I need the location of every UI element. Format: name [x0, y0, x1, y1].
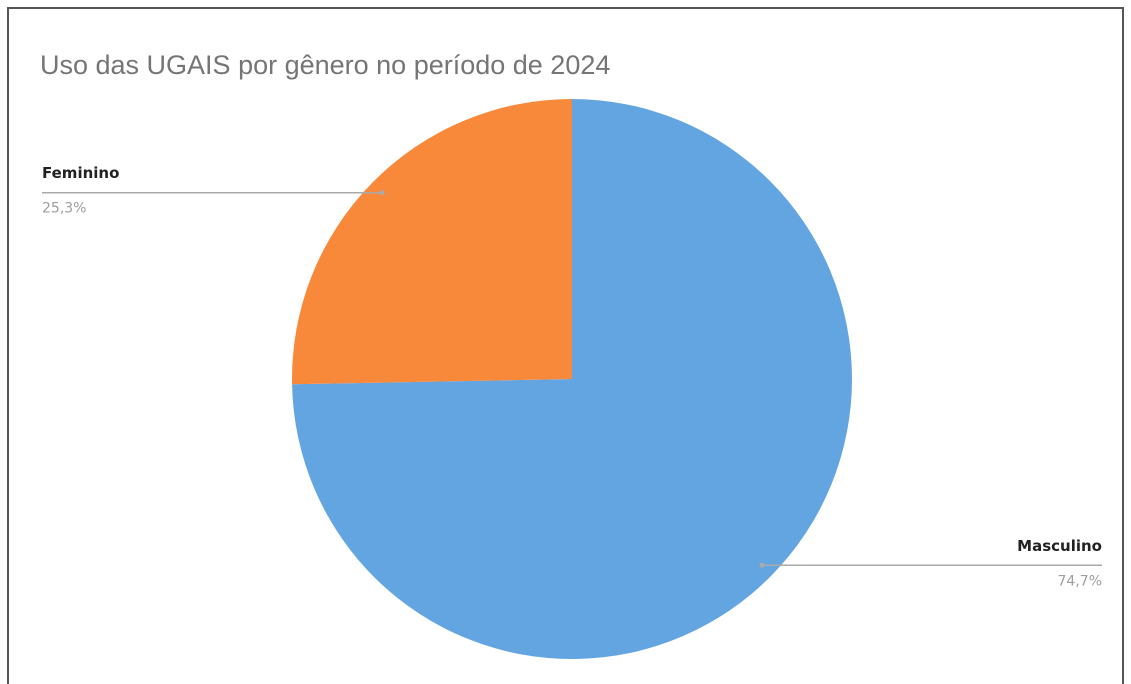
leader-dot	[759, 562, 765, 568]
slice-label: Feminino	[42, 164, 119, 182]
slice-label: Masculino	[1017, 537, 1102, 555]
pie-slice	[292, 99, 572, 385]
pie-slice	[292, 99, 852, 659]
chart-title: Uso das UGAIS por gênero no período de 2…	[40, 50, 610, 80]
slice-value: 25,3%	[42, 201, 86, 217]
slice-value: 74,7%	[1058, 573, 1102, 589]
leader-dot	[379, 190, 385, 196]
